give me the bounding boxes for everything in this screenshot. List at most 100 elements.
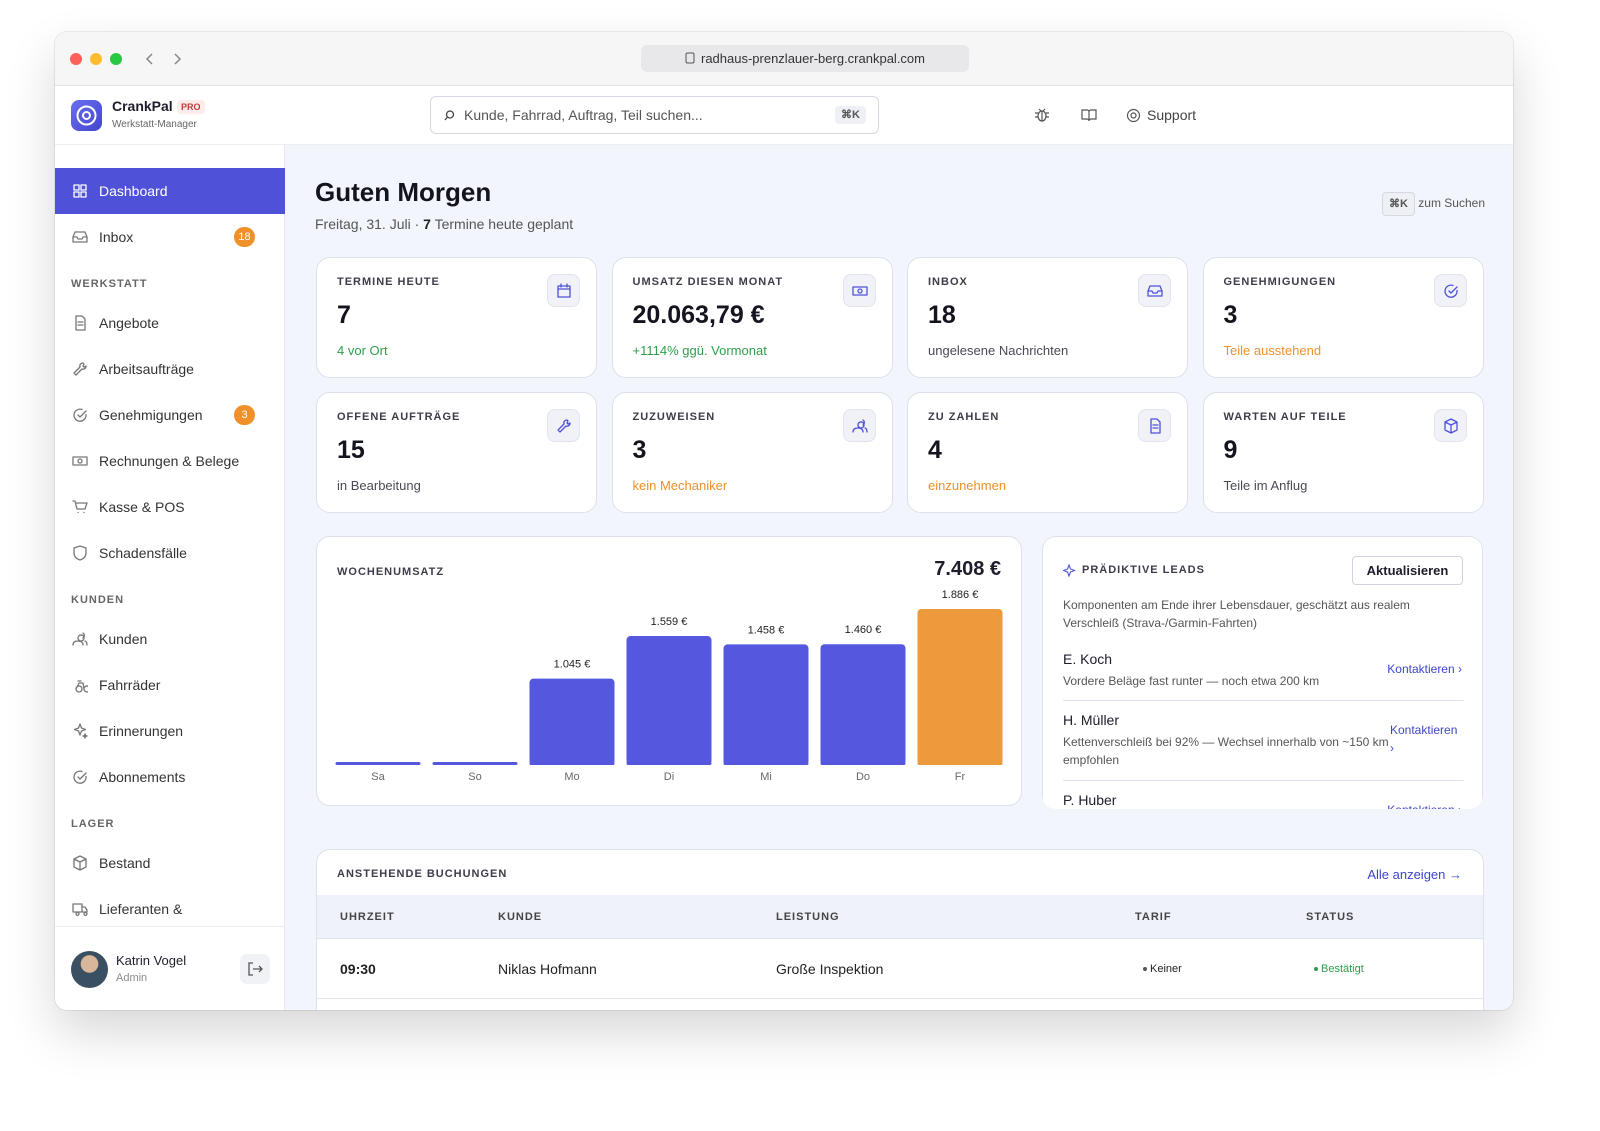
bar: [723, 644, 809, 765]
nav-item[interactable]: Rechnungen & Belege: [55, 438, 285, 484]
chart-title: WOCHENUMSATZ: [337, 566, 445, 578]
icon-shape: [1150, 418, 1161, 434]
logout-button[interactable]: [240, 954, 270, 984]
search-hint: ⌘K zum Suchen: [1382, 191, 1485, 216]
nav-item[interactable]: Abonnements: [55, 754, 285, 800]
bug-icon[interactable]: [1034, 107, 1050, 123]
user-panel: Katrin Vogel Admin: [55, 926, 285, 1010]
stat-icon: [1138, 274, 1171, 307]
sidebar: Dashboard Inbox 18 WERKSTATT Angebote Arbeits…: [55, 145, 285, 1010]
bar-value-label: 1.886 €: [942, 589, 979, 601]
nav-label: Bestand: [99, 855, 151, 871]
table-cell: Große Inspektion: [776, 961, 884, 977]
nav-label: Schadensfälle: [99, 545, 187, 561]
stat-note: Teile im Anflug: [1223, 478, 1308, 493]
bar-baseline: [335, 762, 421, 765]
icon-shape: [73, 723, 88, 739]
table-cell: Bestätigt: [1321, 963, 1364, 975]
stat-value: 7: [337, 301, 351, 329]
nav-item[interactable]: Angebote: [55, 300, 285, 346]
nav-label: Dashboard: [99, 183, 168, 199]
nav-item[interactable]: Bestand: [55, 840, 285, 886]
nav-item[interactable]: Kasse & POS: [55, 484, 285, 530]
stat-card: WARTEN AUF TEILE 9 Teile im Anflug: [1202, 392, 1484, 513]
nav-item[interactable]: Arbeitsaufträge: [55, 346, 285, 392]
refresh-button[interactable]: Aktualisieren: [1352, 556, 1463, 585]
nav-item[interactable]: Lieferanten &: [55, 886, 285, 926]
forward-button[interactable]: [172, 52, 182, 66]
lead-action[interactable]: Kontaktieren ›: [1390, 723, 1458, 755]
stat-icon: [1433, 409, 1467, 442]
stat-icon: [842, 409, 876, 442]
search-icon: [444, 110, 455, 121]
bar-chart: Sa So 1.045 € Mo 1.559 € Di 1.458 € Mi 1.460 € Do…: [335, 589, 1003, 783]
back-button[interactable]: [145, 52, 155, 66]
zoom-button[interactable]: [110, 53, 122, 65]
search-shortcut: ⌘K: [835, 106, 866, 124]
nav-item[interactable]: Erinnerungen: [55, 708, 285, 754]
bar-value-label: 1.045 €: [554, 659, 591, 671]
lead-action[interactable]: Kontaktieren ›: [1387, 662, 1462, 676]
stat-card: ZUZUWEISEN 3 kein Mechaniker: [611, 392, 893, 513]
icon: [72, 903, 88, 917]
address-bar[interactable]: radhaus-prenzlauer-berg.crankpal.com: [641, 45, 969, 72]
icon: [1443, 284, 1458, 298]
stat-note: Teile ausstehend: [1223, 343, 1322, 358]
nav-label: Erinnerungen: [99, 723, 184, 739]
stat-label: UMSATZ DIESEN MONAT: [632, 276, 784, 288]
x-tick-label: So: [468, 771, 481, 783]
bar-value-label: 1.460 €: [845, 624, 882, 636]
lead-name: H. Müller: [1063, 712, 1120, 728]
nav-item[interactable]: Genehmigungen 3: [55, 392, 285, 438]
hint-label: zum Suchen: [1418, 196, 1485, 210]
nav-item[interactable]: Inbox 18: [55, 214, 285, 260]
stat-note: +1114% ggü. Vormonat: [632, 343, 767, 358]
icon-shape: [1147, 285, 1163, 297]
lead-divider: [1063, 700, 1463, 701]
nav-label: Lieferanten &: [99, 901, 183, 917]
greeting-suffix: Termine heute geplant: [434, 216, 574, 232]
nav-label: Inbox: [99, 229, 134, 245]
column-header: TARIF: [1135, 911, 1172, 923]
docs-icon[interactable]: [1081, 108, 1097, 122]
nav-item[interactable]: Kunden: [55, 616, 285, 662]
nav-item[interactable]: Dashboard: [55, 168, 285, 214]
stat-icon: [1138, 409, 1171, 442]
stat-note: kein Mechaniker: [632, 478, 728, 493]
logo[interactable]: [71, 100, 102, 131]
nav-item[interactable]: Schadensfälle: [55, 530, 285, 576]
icon-shape: [557, 283, 571, 298]
icon: [557, 419, 571, 433]
user-avatar: [71, 951, 108, 988]
stat-value: 3: [632, 436, 647, 464]
stat-icon: [1433, 274, 1467, 307]
minimize-button[interactable]: [90, 53, 102, 65]
icon: [75, 680, 88, 693]
support-link[interactable]: Support: [1147, 107, 1197, 123]
lead-name: E. Koch: [1063, 651, 1113, 667]
lead-action[interactable]: Kontaktieren ›: [1387, 803, 1462, 817]
icon-shape: [851, 286, 868, 296]
support-icon[interactable]: [1126, 108, 1141, 123]
column-header: KUNDE: [498, 911, 543, 923]
lead-text: Kettenverschleiß bei 92% — Wechsel inner…: [1063, 735, 1389, 767]
show-all-link[interactable]: Alle anzeigen →: [1367, 867, 1462, 882]
nav-item[interactable]: Fahrräder: [55, 662, 285, 708]
search-box[interactable]: Kunde, Fahrrad, Auftrag, Teil suchen... …: [430, 96, 879, 134]
nav-label: Kasse & POS: [99, 499, 185, 515]
app-header: CrankPal PRO Werkstatt-Manager Kunde, Fa…: [55, 86, 1513, 145]
browser-window: radhaus-prenzlauer-berg.crankpal.com Cra…: [55, 32, 1513, 1010]
stat-icon: [842, 274, 876, 307]
nav-section-title: LAGER: [71, 818, 115, 830]
icon: [73, 545, 87, 561]
bar: [917, 609, 1003, 765]
bar: [626, 636, 712, 765]
chart-card: WOCHENUMSATZ 7.408 € Sa So 1.045 € Mo 1.559 …: [316, 536, 1022, 806]
logout-icon: [248, 962, 263, 976]
x-tick-label: Mo: [564, 771, 579, 783]
table-cell: Keiner: [1150, 963, 1182, 975]
close-button[interactable]: [70, 53, 82, 65]
icon-shape: [73, 408, 87, 422]
icon: [851, 419, 868, 433]
table-row[interactable]: 09:30 Niklas Hofmann Große Inspektion Keine…: [317, 939, 1483, 999]
